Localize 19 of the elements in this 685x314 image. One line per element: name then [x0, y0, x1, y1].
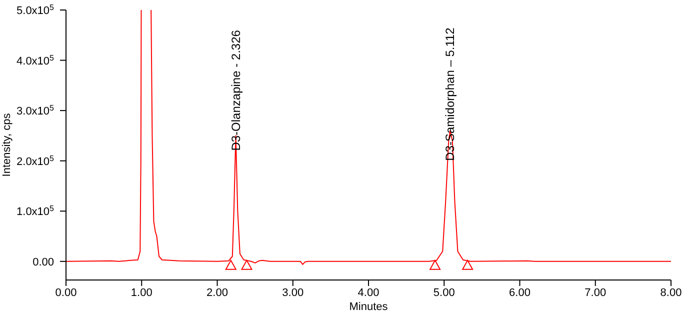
y-axis-title: Intensity, cps: [0, 112, 13, 177]
x-axis-title: Minutes: [349, 301, 388, 313]
x-tick-label: 4.00: [358, 286, 380, 299]
annotation: D3-Samidorphan – 5.112: [443, 27, 458, 161]
y-tick-label: 5.0x10$^{5}$: [16, 2, 55, 17]
x-tick-label: 1.00: [130, 286, 152, 299]
y-tick-label: 0.00: [32, 256, 54, 268]
y-tick-label: 4.0x10$^{5}$: [16, 52, 55, 68]
y-tick-label: 3.0x10$^{5}$: [16, 103, 55, 118]
y-tick-label: 1.0x10$^{5}$: [16, 204, 55, 218]
y-tick-label: 2.0x10$^{5}$: [16, 153, 55, 168]
annotation: D3-Olanzapine - 2.326: [228, 30, 243, 151]
x-tick-label: 7.00: [584, 286, 606, 299]
x-tick-label: 2.00: [206, 286, 228, 299]
x-tick-label: 0.00: [55, 286, 77, 299]
x-tick-label: 6.00: [509, 286, 530, 299]
x-tick-label: 5.00: [433, 286, 455, 299]
x-tick-label: 3.00: [282, 286, 304, 299]
x-tick-label: 8.00: [660, 286, 682, 299]
